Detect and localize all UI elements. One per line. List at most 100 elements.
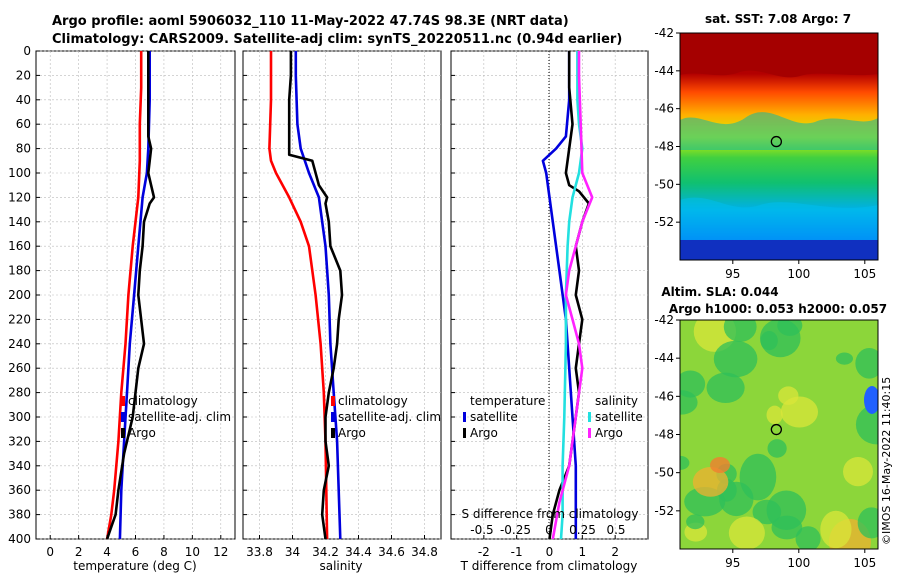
x-tick-label: -2 [478,545,490,559]
depth-tick-label: 400 [8,532,31,546]
lon-tick-label: 95 [725,267,740,281]
depth-tick-label: 320 [8,434,31,448]
depth-tick-label: 280 [8,386,31,400]
lat-tick-label: -50 [654,466,674,480]
series-line-climatology [268,51,329,540]
legend-swatch-satellite [331,412,335,422]
depth-tick-label: 200 [8,288,31,302]
salinity-legend: climatology satellite-adj. clim Argo [331,394,441,440]
x-tick-label: 34.8 [411,545,438,559]
sla-eddy [686,514,705,530]
lat-tick-label: -52 [654,504,674,518]
series-line-climatology [105,51,143,540]
sla-eddy [723,320,757,342]
legend-title-salinity: salinity [595,394,638,408]
lat-tick-label: -42 [654,313,674,327]
depth-tick-label: 100 [8,166,31,180]
legend-label-t-argo: Argo [470,426,498,440]
legend-swatch-climatology [331,396,335,406]
legend-swatch-satellite [121,412,125,422]
x-tick-label: 10 [185,545,200,559]
sla-eddy [780,396,819,428]
difference-ticks: -2 -1 0 1 2 [451,50,619,559]
legend-swatch-climatology [121,396,125,406]
depth-tick-label: 160 [8,239,31,253]
x-tick-label: 1 [579,545,587,559]
depth-tick-label: 40 [16,93,31,107]
lon-tick-label: 95 [725,556,740,570]
sla-latitude-ticks: -42 -44 -46 -48 -50 -52 [654,313,680,518]
legend-label-satellite: satellite-adj. clim [128,410,231,424]
difference-xlabel: T difference from climatology [460,559,638,573]
lat-tick-label: -44 [654,64,674,78]
temperature-ticks: 0 2 4 6 8 10 12 [36,50,228,559]
sla-argo-marker [770,423,783,436]
sla-eddy [713,340,758,378]
sla-eddy [706,372,745,404]
legend-swatch-t-satellite [463,412,466,422]
salinity-ticks: 33.8 34 34.2 34.4 34.6 34.8 [243,50,438,559]
salinity-diff-legend: salinity satellite Argo [588,394,643,440]
sla-high-eddy [710,457,730,473]
legend-label-s-satellite: satellite [595,410,643,424]
lon-tick-label: 105 [853,556,876,570]
sla-eddy [760,331,778,351]
temperature-diff-legend: temperature satellite Argo [463,394,545,440]
legend-label-argo: Argo [338,426,366,440]
sla-heatmap [680,320,878,549]
depth-tick-label: 220 [8,312,31,326]
series-line-s-argo [551,51,594,540]
figure-title-line2: Climatology: CARS2009. Satellite-adj cli… [52,32,623,47]
sla-eddy [843,456,873,487]
sla-eddy [680,370,706,398]
depth-tick-label: 260 [8,361,31,375]
sst-cold-patch [680,197,878,245]
s-difference-tick-label: -0.25 [500,523,531,537]
s-difference-tick-labels: -0.5 -0.25 0 0.25 0.5 [470,523,625,537]
depth-tick-label: 0 [23,44,31,58]
sla-eddy [835,352,853,365]
s-difference-label: S difference from climatology [462,507,639,521]
lat-tick-label: -46 [654,389,674,403]
sla-eddy [680,455,690,470]
depth-tick-label: 240 [8,337,31,351]
lat-tick-label: -46 [654,102,674,116]
depth-tick-label: 80 [16,142,31,156]
sla-longitude-ticks: 95 100 105 [725,549,876,570]
depth-tick-label: 120 [8,190,31,204]
legend-swatch-s-argo [588,428,591,438]
sla-map-title: Altim. SLA: 0.044 [661,285,778,299]
x-tick-label: 34.4 [345,545,372,559]
lat-tick-label: -48 [654,140,674,154]
sla-eddy [820,510,852,549]
legend-label-argo: Argo [128,426,156,440]
s-difference-tick-label: 0 [545,523,553,537]
temperature-grid [36,50,235,540]
series-line-t-satellite [541,51,578,539]
sst-front-patch [680,112,878,150]
lat-tick-label: -44 [654,351,674,365]
legend-swatch-argo [121,428,125,438]
sla-eddy [855,404,878,445]
lon-tick-label: 100 [787,267,810,281]
sla-map-panel: Altim. SLA: 0.044 Argo h1000: 0.053 h200… [654,285,887,570]
x-tick-label: 12 [213,545,228,559]
depth-tick-label: 20 [16,68,31,82]
difference-panel: -2 -1 0 1 2 T difference from climatology S … [450,50,649,573]
sst-argo-marker [770,135,783,148]
series-line-argo [287,51,344,540]
depth-tick-label: 360 [8,483,31,497]
depth-tick-label: 180 [8,264,31,278]
x-tick-label: 4 [103,545,111,559]
temperature-lines [105,51,156,540]
depth-tick-label: 380 [8,508,31,522]
salinity-panel: 33.8 34 34.2 34.4 34.6 34.8 salinity climatol… [242,50,442,573]
lat-tick-label: -48 [654,428,674,442]
legend-label-s-argo: Argo [595,426,623,440]
x-tick-label: 34 [285,545,300,559]
sla-eddy [771,515,803,540]
legend-title-temperature: temperature [470,394,545,408]
lon-tick-label: 100 [787,556,810,570]
depth-tick-label: 60 [16,117,31,131]
